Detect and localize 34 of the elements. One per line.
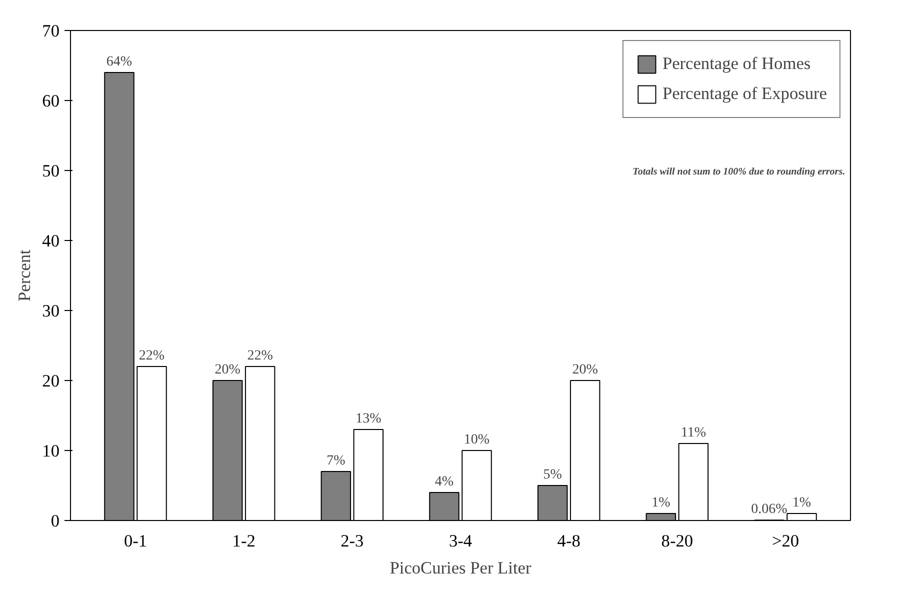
y-tick-label: 40 bbox=[42, 232, 60, 250]
legend-label: Percentage of Exposure bbox=[662, 84, 827, 104]
x-tick-label: 3-4 bbox=[448, 532, 472, 550]
legend-label: Percentage of Homes bbox=[662, 54, 811, 74]
y-tick-label: 60 bbox=[42, 92, 60, 110]
data-label: 20% bbox=[214, 362, 241, 378]
x-tick-label: >20 bbox=[772, 532, 800, 550]
y-axis-title: Percent bbox=[15, 249, 34, 302]
y-tick-label: 30 bbox=[42, 302, 60, 320]
data-label: 22% bbox=[247, 348, 274, 364]
data-label: 64% bbox=[106, 54, 132, 70]
data-label: 11% bbox=[680, 426, 706, 440]
data-label: 22% bbox=[138, 348, 165, 364]
data-label: 20% bbox=[572, 362, 598, 378]
data-label: 1% bbox=[792, 496, 812, 510]
x-tick-label: 8-20 bbox=[661, 532, 694, 550]
x-tick-label: 4-8 bbox=[557, 532, 580, 550]
y-tick-label: 20 bbox=[42, 372, 60, 390]
y-tick-label: 10 bbox=[42, 442, 60, 460]
annotation: Totals will not sum to 100% due to rounding errors. bbox=[632, 166, 846, 178]
data-label: 0.06% bbox=[751, 502, 788, 518]
y-tick-label: 70 bbox=[42, 22, 60, 40]
data-label: 7% bbox=[326, 454, 346, 468]
y-tick-label: 50 bbox=[42, 162, 60, 180]
x-axis-title: PicoCuries Per Liter bbox=[390, 558, 532, 578]
x-tick-label: 1-2 bbox=[232, 532, 256, 550]
x-tick-label: 2-3 bbox=[340, 532, 364, 550]
y-tick-label: 0 bbox=[50, 512, 60, 530]
data-label: 5% bbox=[543, 468, 562, 482]
data-label: 4% bbox=[434, 474, 454, 490]
data-label: 10% bbox=[464, 432, 490, 448]
data-label: 13% bbox=[356, 412, 382, 426]
x-tick-label: 0-1 bbox=[124, 532, 148, 550]
data-label: 1% bbox=[652, 496, 671, 510]
